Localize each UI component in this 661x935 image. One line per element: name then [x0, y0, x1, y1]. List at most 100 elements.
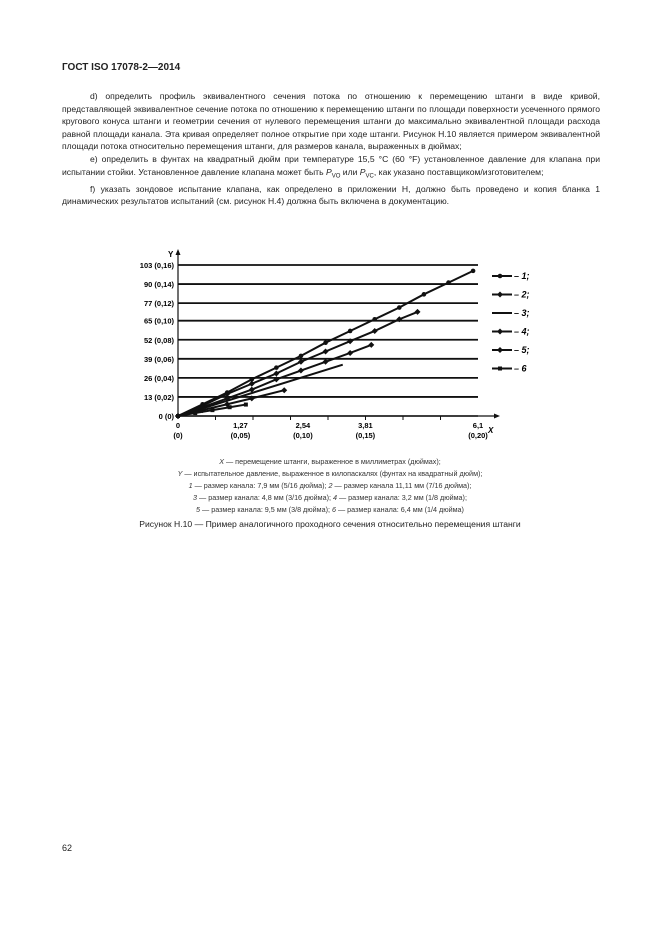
data-point	[347, 328, 353, 334]
legend-key: X	[219, 457, 224, 466]
paragraph-e-text: e) определить в фунтах на квадратный дюй…	[62, 153, 600, 177]
figure-legend-text: X — перемещение штанги, выраженное в мил…	[100, 456, 560, 516]
data-point	[446, 280, 451, 285]
data-point	[224, 395, 231, 402]
data-point	[368, 341, 375, 348]
legend-desc: — размер канала: 9,5 мм (3/8 дюйма);	[200, 505, 332, 514]
legend-key: 5	[196, 505, 201, 514]
legend-line: Y — испытательное давление, выраженное в…	[100, 468, 560, 480]
symbol: P	[325, 166, 332, 177]
data-point	[470, 268, 476, 274]
legend-key: 1	[188, 481, 193, 490]
data-point	[210, 408, 215, 413]
legend-line: 1 — размер канала: 7,9 мм (5/16 дюйма); …	[100, 480, 560, 492]
data-point	[322, 358, 329, 365]
legend-line: 5 — размер канала: 9,5 мм (3/8 дюйма); 6…	[100, 504, 560, 516]
paragraph-e: e) определить в фунтах на квадратный дюй…	[62, 153, 600, 183]
x-tick-label-inch: (0,20)	[468, 431, 488, 440]
legend-key: 4	[332, 493, 337, 502]
x-tick-label-inch: (0)	[173, 431, 183, 440]
y-tick-label: 65 (0,10)	[144, 317, 175, 326]
y-tick-label: 52 (0,08)	[144, 336, 175, 345]
y-tick-label: 77 (0,12)	[144, 299, 175, 308]
legend-key: 3	[193, 493, 198, 502]
data-point	[248, 386, 255, 393]
x-tick-label: 0	[176, 421, 180, 430]
x-tick-label-inch: (0,15)	[356, 431, 376, 440]
legend-desc: — размер канала: 7,9 мм (5/16 дюйма);	[192, 481, 329, 490]
y-tick-label: 0 (0)	[159, 412, 175, 421]
data-point	[372, 316, 378, 322]
legend-desc: — размер канала: 6,4 мм (1/4 дюйма)	[335, 505, 464, 514]
page-number: 62	[62, 843, 73, 853]
legend-key: 2	[328, 481, 333, 490]
legend-label: – 3;	[514, 308, 530, 318]
series-line-2	[177, 310, 418, 417]
data-point	[421, 292, 427, 297]
data-point	[414, 308, 421, 315]
x-tick-label: 3,81	[358, 421, 373, 430]
figure-chart: 0 (0) 13 (0,02) 26 (0,04) 39 (0,06) 52 (0,08…	[140, 249, 530, 440]
legend-marker	[497, 273, 503, 279]
data-point	[396, 316, 403, 323]
data-point	[243, 402, 248, 407]
data-point	[281, 387, 288, 394]
legend-marker	[497, 328, 503, 335]
x-tick-label: 1,27	[233, 421, 248, 430]
data-point	[176, 414, 180, 418]
y-tick-label: 90 (0,14)	[144, 280, 175, 289]
y-tick-label: 103 (0,16)	[140, 261, 175, 270]
legend-label: – 1;	[514, 271, 530, 281]
data-point	[347, 349, 354, 356]
document-header: ГОСТ ISO 17078-2—2014	[62, 62, 181, 73]
legend-label: – 6	[514, 364, 528, 374]
legend-label: – 5;	[514, 345, 530, 355]
y-axis-arrow	[175, 249, 181, 255]
x-tick-label: 2,54	[296, 421, 311, 430]
x-axis-label: X	[487, 426, 494, 435]
data-point	[227, 405, 232, 410]
x-tick-label-inch: (0,05)	[231, 431, 251, 440]
legend-label: – 4;	[514, 327, 530, 337]
text: , как указано поставщиком/изготовителем;	[373, 166, 544, 177]
series-line-3	[177, 363, 344, 417]
legend-desc: — размер канала: 3,2 мм (1/8 дюйма);	[336, 493, 467, 502]
data-point	[323, 340, 328, 345]
data-point	[248, 380, 255, 387]
x-axis-arrow	[494, 413, 500, 419]
figure-caption: Рисунок Н.10 — Пример аналогичного прохо…	[139, 519, 521, 529]
subscript: VO	[331, 173, 341, 180]
x-tick-label: 6,1	[473, 421, 483, 430]
data-point	[371, 327, 378, 334]
legend-line: X — перемещение штанги, выраженное в мил…	[100, 456, 560, 468]
y-tick-label: 39 (0,06)	[144, 355, 175, 364]
legend-desc: — испытательное давление, выраженное в к…	[182, 469, 483, 478]
subscript: VC	[365, 173, 374, 180]
legend-key: Y	[177, 469, 183, 478]
legend-key: 6	[331, 505, 336, 514]
y-axis-label: Y	[168, 250, 174, 259]
paragraph-d: d) определить профиль эквивалентного сеч…	[62, 91, 600, 152]
data-point	[273, 376, 280, 383]
symbol: P	[359, 166, 366, 177]
legend-marker	[497, 291, 503, 298]
legend-desc: — размер канала: 4,8 мм (3/16 дюйма);	[197, 493, 333, 502]
data-point	[347, 338, 354, 345]
paragraph-f: f) указать зондовое испытание клапана, к…	[62, 183, 600, 207]
legend-desc: — размер канала 11,11 мм (7/16 дюйма);	[332, 481, 472, 490]
data-point	[273, 370, 280, 377]
body-text: d) определить профиль эквивалентного сеч…	[62, 90, 600, 208]
legend-desc: — перемещение штанги, выраженное в милли…	[224, 457, 441, 466]
data-point	[249, 377, 255, 382]
data-point	[397, 305, 402, 310]
y-tick-label: 13 (0,02)	[144, 393, 175, 402]
data-point	[224, 391, 231, 398]
data-point	[297, 367, 304, 374]
legend-label: – 2;	[514, 290, 530, 300]
data-point	[193, 411, 198, 416]
text: или	[340, 166, 360, 177]
data-point	[298, 353, 304, 359]
legend-marker	[497, 347, 503, 353]
data-point	[297, 358, 304, 365]
legend-line: 3 — размер канала: 4,8 мм (3/16 дюйма); …	[100, 492, 560, 504]
